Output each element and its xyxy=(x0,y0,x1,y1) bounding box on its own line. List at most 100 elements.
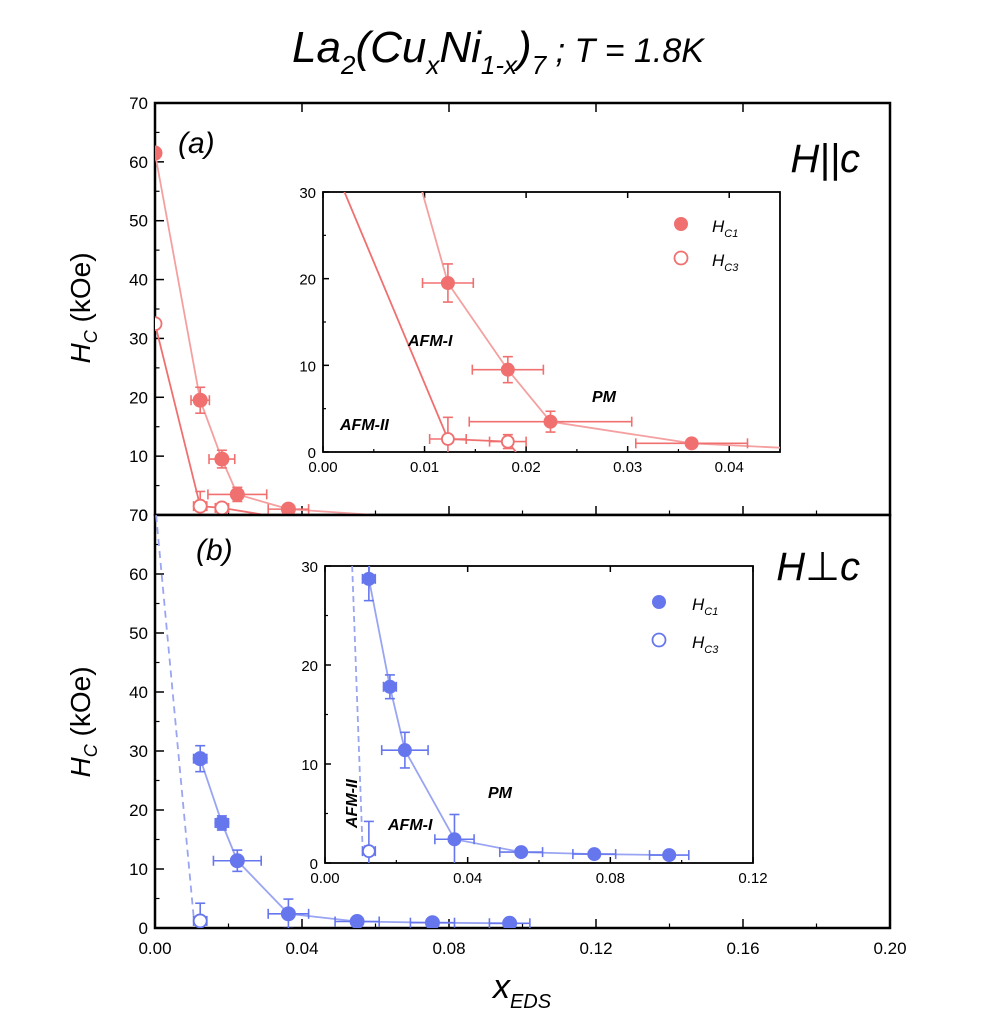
panel-a-ytick-label: 30 xyxy=(129,329,148,348)
inset-a-hc1-point xyxy=(543,414,558,429)
legend-b-hc1-marker xyxy=(652,595,666,609)
inset-a-hc3-point xyxy=(500,434,515,449)
region-afm2-b: AFM-II xyxy=(344,779,361,829)
plot-area xyxy=(155,145,376,515)
panel-a-ytick-label: 20 xyxy=(129,388,148,407)
panel-b-ytick-label: 70 xyxy=(129,506,148,525)
inset-a-hc3-point xyxy=(441,432,455,446)
panel-b-xtick-label: 0.20 xyxy=(873,939,906,958)
panel-b-ytick-label: 10 xyxy=(129,860,148,879)
inset-a-xtick-label: 0.03 xyxy=(613,459,642,476)
inset-b-hc1-point xyxy=(587,847,602,862)
legend-a-hc1-marker xyxy=(674,217,688,231)
panel-b-xtick-label: 0.08 xyxy=(432,939,465,958)
region-afm1-a: AFM-I xyxy=(407,333,453,350)
panel-b-xtick-label: 0.12 xyxy=(579,939,612,958)
inset-b-xtick-label: 0.08 xyxy=(596,870,625,887)
panel-b-ytick-label: 50 xyxy=(129,624,148,643)
inset-a-hc1-point xyxy=(684,436,699,451)
legend-a-hc3-marker xyxy=(673,250,689,266)
plot-area xyxy=(155,515,531,928)
panel-b-hc1-point xyxy=(424,915,440,928)
inset-a-hc1-point xyxy=(440,276,455,290)
panel-a-hc1-point xyxy=(280,501,296,515)
inset-b-hc3-point xyxy=(361,844,376,859)
panel-a-ytick-label: 10 xyxy=(129,447,148,466)
legend-b: HC1 HC3 xyxy=(651,595,719,656)
inset-b-xtick-label: 0.12 xyxy=(738,870,767,887)
panel-b-ytick-label: 40 xyxy=(129,683,148,702)
legend-b-hc3-marker xyxy=(651,632,667,648)
inset-a-xtick-label: 0.04 xyxy=(715,459,744,476)
panel-a-hc1-line xyxy=(155,152,376,515)
inset-a: 0 10 20 30 0.00 0.01 0.02 0.03 0.04 xyxy=(299,185,781,476)
panel-a-hc3-point xyxy=(214,500,230,515)
inset-b-hc1-point xyxy=(662,848,677,863)
panel-b-label: (b) xyxy=(196,534,233,567)
field-label-b: H⊥c xyxy=(776,545,860,589)
region-pm-a: PM xyxy=(592,389,617,406)
inset-b-ytick-label: 0 xyxy=(310,856,318,873)
region-pm-b: PM xyxy=(488,785,513,802)
panel-a-hc1-point xyxy=(155,145,163,161)
inset-b-hc1-point xyxy=(397,743,412,758)
inset-a-xtick-label: 0.01 xyxy=(410,459,439,476)
inset-a-hc1-point xyxy=(500,362,515,377)
panel-a-ytick-label: 50 xyxy=(129,212,148,231)
region-afm2-a: AFM-II xyxy=(339,417,389,434)
panel-b-hc1-point xyxy=(192,751,208,767)
panel-b-hc1-point xyxy=(502,915,518,928)
panel-a-hc1-point xyxy=(214,451,230,467)
inset-b-xtick-label: 0.04 xyxy=(453,870,482,887)
inset-a-ytick-label: 30 xyxy=(299,185,316,202)
panel-b-ytick-label: 60 xyxy=(129,565,148,584)
inset-a-ytick-label: 20 xyxy=(299,272,316,289)
panel-b-xtick-label: 0.04 xyxy=(285,939,318,958)
region-afm1-b: AFM-I xyxy=(387,817,433,834)
panel-a-hc1-point xyxy=(192,392,208,408)
panel-a-hc1-point xyxy=(229,486,245,502)
panel-b-hc1-point xyxy=(229,853,245,869)
panel-b-hc1-point xyxy=(214,815,230,831)
inset-b-xtick-label: 0.00 xyxy=(310,870,339,887)
figure-title: La2(CuxNi1-x)7 ; T = 1.8K xyxy=(292,23,705,80)
field-label-a: H||c xyxy=(790,137,860,181)
inset-b: 0 10 20 30 0.00 0.04 0.08 0.12 xyxy=(301,559,767,887)
inset-a-ytick-label: 0 xyxy=(308,445,316,462)
xlabel: xEDS xyxy=(491,968,552,1013)
inset-a-ytick-label: 10 xyxy=(299,358,316,375)
inset-a-xtick-label: 0.02 xyxy=(512,459,541,476)
panel-b-hc3-point xyxy=(192,913,208,928)
panel-b-ytick-label: 0 xyxy=(139,919,148,938)
panel-b-ytick-label: 20 xyxy=(129,801,148,820)
panel-a-hc3-line xyxy=(155,323,266,515)
legend-a: HC1 HC3 xyxy=(673,217,739,274)
panel-b-hc1-point xyxy=(349,914,365,928)
legend-b-hc3-label: HC3 xyxy=(692,633,719,656)
inset-a-xtick-label: 0.00 xyxy=(308,459,337,476)
plot-area xyxy=(343,192,780,452)
panel-a-ytick-label: 70 xyxy=(129,94,148,113)
inset-b-hc1-point xyxy=(382,679,397,694)
ylabel-a: HC (kOe) xyxy=(65,252,101,363)
panel-a-label: (a) xyxy=(178,127,215,160)
inset-b-hc1-point xyxy=(447,832,462,847)
inset-b-ytick-label: 20 xyxy=(301,658,318,675)
panel-a-hc3-point xyxy=(192,498,208,514)
panel-a-ytick-label: 40 xyxy=(129,271,148,290)
panel-a-ytick-label: 0 xyxy=(139,506,148,525)
inset-b-hc1-point xyxy=(361,571,376,586)
inset-b-ytick-label: 10 xyxy=(301,757,318,774)
legend-a-hc3-label: HC3 xyxy=(712,251,739,274)
ylabel-b: HC (kOe) xyxy=(65,666,101,777)
legend-b-hc1-label: HC1 xyxy=(692,595,718,618)
plot-area xyxy=(351,566,690,863)
legend-a-hc1-label: HC1 xyxy=(712,217,738,240)
panel-b-xtick-label: 0.00 xyxy=(138,939,171,958)
panel-b-xtick-label: 0.16 xyxy=(726,939,759,958)
panel-a-ytick-label: 60 xyxy=(129,153,148,172)
panel-b-hc1-point xyxy=(280,906,296,922)
inset-b-hc1-point xyxy=(514,845,529,860)
panel-a-hc3-point xyxy=(155,316,163,332)
